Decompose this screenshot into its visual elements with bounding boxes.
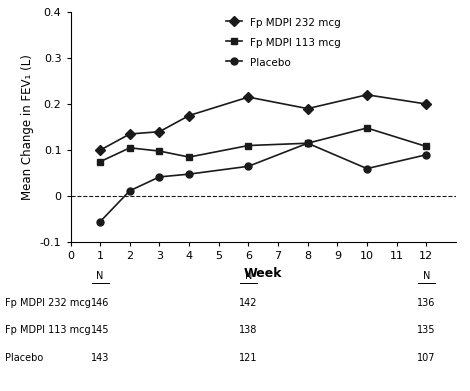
Text: 143: 143 xyxy=(91,353,110,363)
Text: 136: 136 xyxy=(417,298,435,308)
Text: 121: 121 xyxy=(239,353,258,363)
Text: 145: 145 xyxy=(91,325,110,335)
Text: 142: 142 xyxy=(239,298,258,308)
Text: 135: 135 xyxy=(417,325,436,335)
Text: Fp MDPI 232 mcg: Fp MDPI 232 mcg xyxy=(5,298,91,308)
Text: Placebo: Placebo xyxy=(5,353,43,363)
Text: N: N xyxy=(245,271,252,281)
Text: Fp MDPI 113 mcg: Fp MDPI 113 mcg xyxy=(5,325,90,335)
Text: 146: 146 xyxy=(91,298,110,308)
Text: 138: 138 xyxy=(239,325,258,335)
X-axis label: Week: Week xyxy=(244,267,282,280)
Text: N: N xyxy=(423,271,430,281)
Y-axis label: Mean Change in FEV₁ (L): Mean Change in FEV₁ (L) xyxy=(21,54,34,200)
Text: N: N xyxy=(96,271,104,281)
Legend: Fp MDPI 232 mcg, Fp MDPI 113 mcg, Placebo: Fp MDPI 232 mcg, Fp MDPI 113 mcg, Placeb… xyxy=(222,13,345,74)
Text: 107: 107 xyxy=(417,353,436,363)
